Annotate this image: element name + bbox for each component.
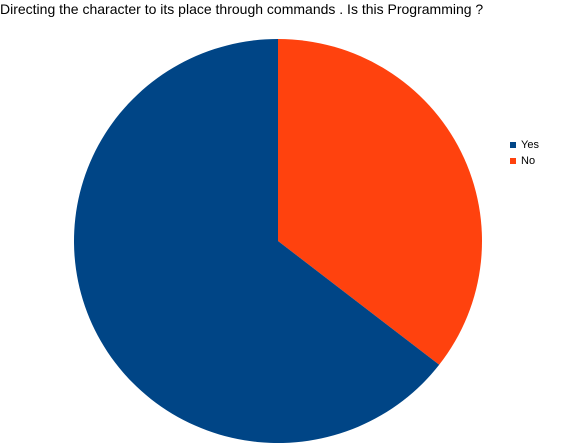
legend: Yes No	[510, 137, 539, 169]
pie-slices	[74, 39, 483, 444]
pie-slice-no	[278, 39, 483, 365]
chart-title: Directing the character to its place thr…	[0, 1, 484, 17]
legend-label-no: No	[521, 155, 536, 167]
legend-swatch-no	[510, 158, 516, 164]
legend-item-no: No	[510, 153, 539, 169]
pie-slice-yes	[74, 39, 440, 444]
legend-item-yes: Yes	[510, 137, 539, 153]
legend-label-yes: Yes	[521, 139, 539, 151]
legend-swatch-yes	[510, 142, 516, 148]
